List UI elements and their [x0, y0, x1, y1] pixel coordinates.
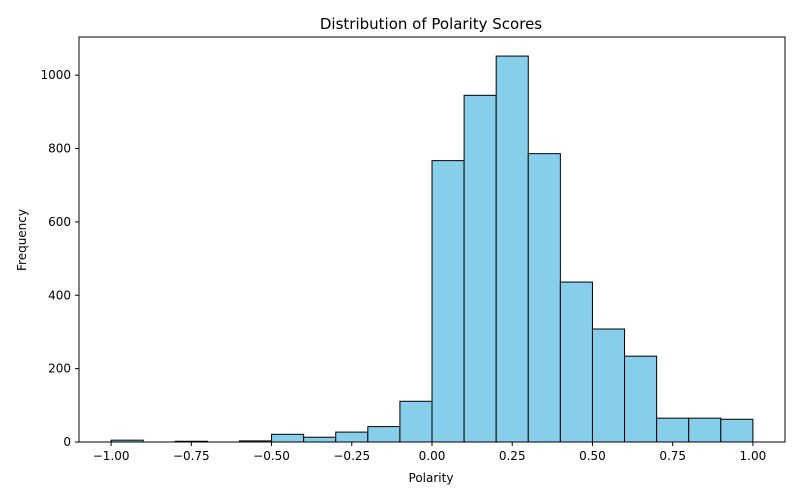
- histogram-bar: [688, 417, 722, 443]
- x-axis-ticks: −1.00 −0.75 −0.50 −0.25 0.00 0.25 0.50 0.75 1.00: [93, 442, 767, 463]
- histogram-bar: [431, 160, 465, 443]
- histogram-bar: [591, 328, 626, 443]
- y-axis-ticks: 0 200 400 600 800 1000: [40, 68, 79, 449]
- y-tick-label: 600: [48, 215, 71, 229]
- x-tick-label: −0.75: [173, 449, 210, 463]
- y-tick-label: 800: [48, 142, 71, 156]
- x-tick-label: 0.00: [419, 449, 446, 463]
- histogram-bar: [463, 94, 497, 443]
- x-tick-label: 1.00: [740, 449, 767, 463]
- x-tick-label: −0.50: [253, 449, 290, 463]
- bars-group: [110, 55, 754, 443]
- x-tick-label: 0.25: [499, 449, 526, 463]
- chart-title: Distribution of Polarity Scores: [320, 15, 542, 33]
- histogram-bar: [720, 418, 754, 443]
- x-tick-label: −0.25: [333, 449, 370, 463]
- y-tick-label: 1000: [40, 68, 71, 82]
- histogram-bar: [367, 426, 401, 443]
- x-tick-label: 0.50: [579, 449, 606, 463]
- histogram-bar: [527, 153, 561, 443]
- histogram-bar: [335, 431, 369, 443]
- histogram-bar: [303, 436, 337, 443]
- histogram-bar: [399, 400, 433, 443]
- x-tick-label: −1.00: [93, 449, 130, 463]
- x-tick-label: 0.75: [659, 449, 686, 463]
- x-axis-label: Polarity: [409, 471, 454, 485]
- y-tick-label: 0: [63, 435, 71, 449]
- histogram-bar: [559, 281, 593, 443]
- histogram-bar: [271, 433, 305, 443]
- histogram-bar: [656, 417, 690, 443]
- y-tick-label: 200: [48, 362, 71, 376]
- histogram-bar: [624, 355, 658, 443]
- y-tick-label: 400: [48, 288, 71, 302]
- y-axis-label: Frequency: [15, 209, 29, 271]
- histogram-bar: [495, 55, 529, 443]
